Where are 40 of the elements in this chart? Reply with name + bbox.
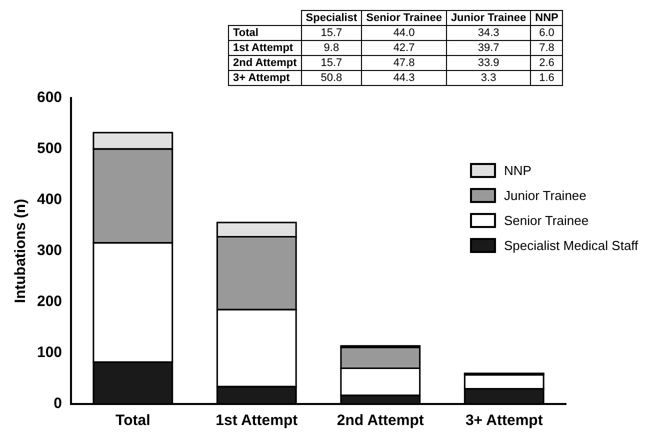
text: Total <box>228 26 302 40</box>
y-tick-label: 400 <box>36 191 62 208</box>
text: 1.6 <box>530 70 563 86</box>
x-tick-label: 3+ Attempt <box>465 412 543 430</box>
text: 44.0 <box>362 26 446 40</box>
text: 50.8 <box>301 70 362 86</box>
text: 2nd Attempt <box>228 56 302 70</box>
text: 33.9 <box>446 56 531 70</box>
x-tick-label: 2nd Attempt <box>336 412 424 430</box>
text: 2.6 <box>530 56 563 70</box>
y-tick-label: 500 <box>36 140 62 158</box>
text: 3+ Attempt <box>228 70 302 86</box>
y-tick-label: 200 <box>36 293 62 310</box>
y-tick-label: 0 <box>54 395 62 412</box>
text: 39.7 <box>446 40 531 56</box>
text: 47.8 <box>362 56 446 70</box>
y-axis-title: Intubations (n) <box>12 198 30 304</box>
y-tick-label: 100 <box>36 344 62 362</box>
y-tick-label: 300 <box>36 242 62 260</box>
text: Specialist <box>301 10 362 26</box>
text: NNP <box>530 10 563 26</box>
text: 34.3 <box>446 26 531 40</box>
legend-label: Specialist Medical Staff <box>504 238 638 253</box>
text: 6.0 <box>530 26 563 40</box>
x-tick-label: 1st Attempt <box>216 412 298 430</box>
text: Junior Trainee <box>446 10 531 26</box>
text: 9.8 <box>301 40 362 56</box>
text: Senior Trainee <box>504 213 589 228</box>
text: 42.7 <box>362 40 446 56</box>
y-tick-label: 600 <box>36 89 62 106</box>
text: 15.7 <box>301 56 362 70</box>
text: 3.3 <box>446 70 531 86</box>
text: 1st Attempt <box>228 40 302 56</box>
legend-label: Junior Trainee <box>504 188 586 203</box>
text: 44.3 <box>362 70 446 86</box>
text: 15.7 <box>301 26 362 40</box>
text: Senior Trainee <box>362 10 446 26</box>
text: 7.8 <box>530 40 563 56</box>
legend-label: NNP <box>504 163 532 178</box>
x-tick-label: Total <box>116 412 150 430</box>
